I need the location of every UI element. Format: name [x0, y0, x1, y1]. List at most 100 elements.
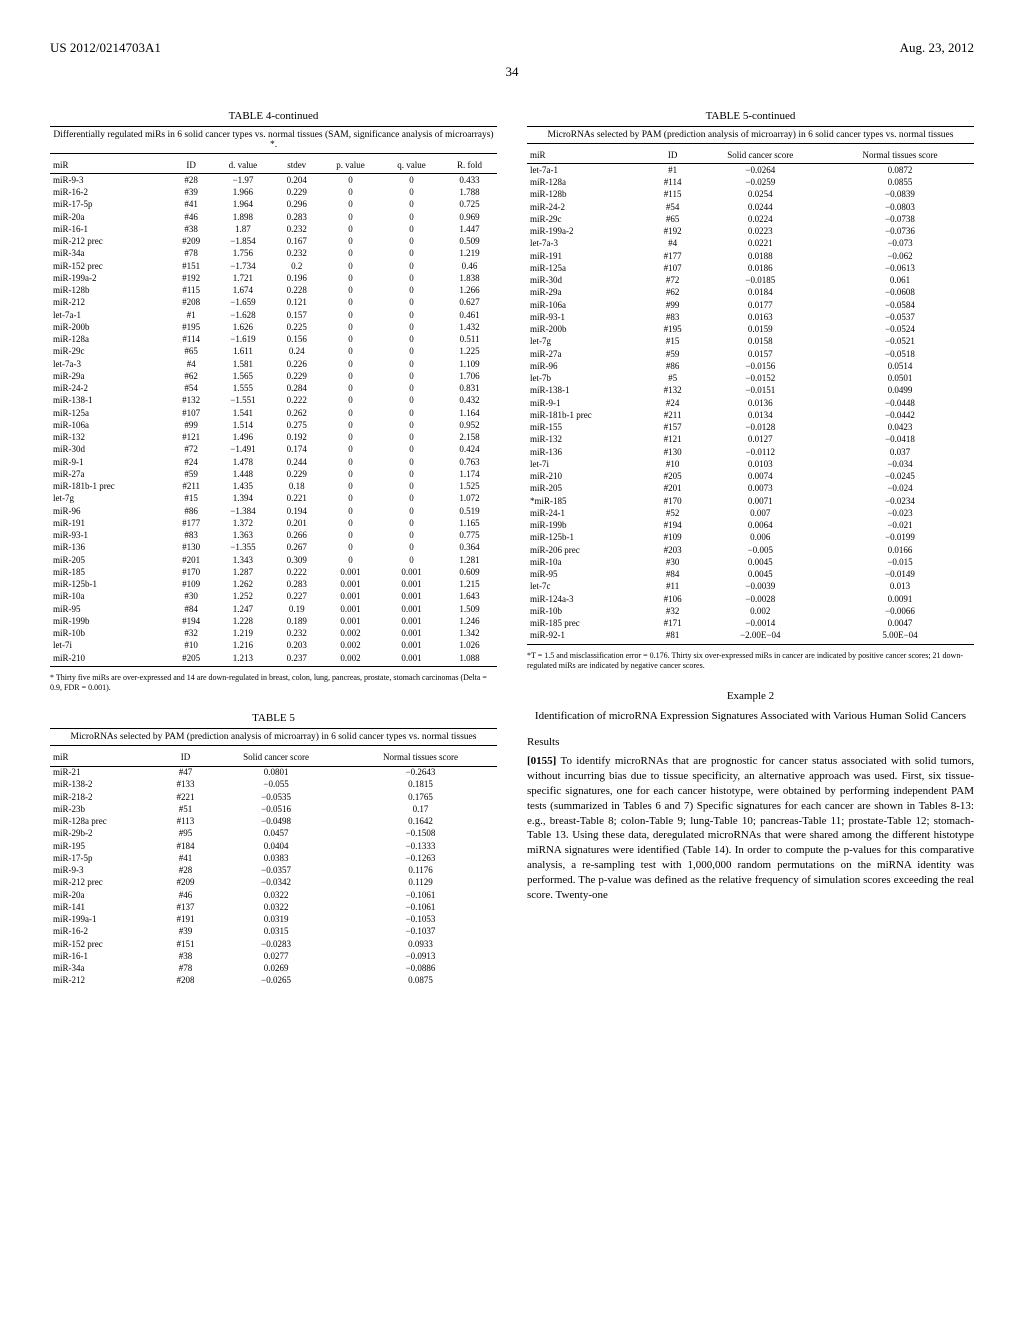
table-cell: 0.0872 [826, 164, 974, 177]
table-cell: 0.1765 [344, 791, 497, 803]
table-cell: −0.0418 [826, 434, 974, 446]
table-cell: miR-199a-2 [527, 226, 651, 238]
table-cell: 0.232 [273, 628, 319, 640]
table-cell: 0.244 [273, 456, 319, 468]
table-cell: 0.0158 [695, 336, 826, 348]
table-cell: −0.1333 [344, 840, 497, 852]
table-cell: miR-125a [527, 262, 651, 274]
column-header: ID [163, 750, 208, 766]
publication-date: Aug. 23, 2012 [900, 40, 974, 56]
table-cell: miR-138-1 [50, 395, 170, 407]
table-cell: miR-16-1 [50, 950, 163, 962]
table-cell: #194 [651, 520, 695, 532]
table-cell: 0.0855 [826, 177, 974, 189]
results-heading: Results [527, 736, 974, 748]
table-cell: −0.0149 [826, 569, 974, 581]
table-cell: −0.0039 [695, 581, 826, 593]
table-cell: 0 [381, 468, 442, 480]
table-cell: #203 [651, 544, 695, 556]
table-cell: miR-218-2 [50, 791, 163, 803]
table-cell: −0.0185 [695, 275, 826, 287]
table-cell: 0.001 [381, 566, 442, 578]
table-cell: let-7g [50, 493, 170, 505]
table-row: let-7a-1#1−0.02640.0872 [527, 164, 974, 177]
table-cell: −0.0913 [344, 950, 497, 962]
table-row: miR-185 prec#171−0.00140.0047 [527, 618, 974, 630]
table-cell: #195 [170, 321, 212, 333]
table-cell: miR-199a-1 [50, 914, 163, 926]
table-cell: 0.24 [273, 346, 319, 358]
table-row: miR-10b#321.2190.2320.0020.0011.342 [50, 628, 497, 640]
table-cell: 0 [381, 517, 442, 529]
table-cell: 1.581 [212, 358, 273, 370]
table-cell: 0 [320, 358, 381, 370]
table-row: miR-34a#780.0269−0.0886 [50, 963, 497, 975]
table-cell: miR-199a-2 [50, 272, 170, 284]
table-cell: −0.0584 [826, 299, 974, 311]
table-cell: 0 [320, 542, 381, 554]
table-cell: 0.0875 [344, 975, 497, 987]
table-cell: 0.831 [442, 383, 497, 395]
table-cell: 0 [381, 321, 442, 333]
table-cell: 0.0501 [826, 373, 974, 385]
table-cell: miR-10a [50, 591, 170, 603]
table-cell: 1.225 [442, 346, 497, 358]
table-cell: 0.296 [273, 199, 319, 211]
table-cell: #30 [651, 556, 695, 568]
table-cell: let-7a-1 [50, 309, 170, 321]
table-cell: #84 [170, 603, 212, 615]
table-cell: 0.001 [320, 579, 381, 591]
column-header: miR [50, 750, 163, 766]
column-header: ID [170, 158, 212, 174]
table-cell: −0.0152 [695, 373, 826, 385]
table-cell: #201 [651, 483, 695, 495]
table-row: miR-205#2011.3430.309001.281 [50, 554, 497, 566]
table-row: miR-138-2#133−0.0550.1815 [50, 779, 497, 791]
table-cell: 1.164 [442, 407, 497, 419]
table-cell: 1.432 [442, 321, 497, 333]
table-cell: −0.0357 [208, 865, 344, 877]
table-cell: #28 [163, 865, 208, 877]
table-cell: 0.424 [442, 444, 497, 456]
table-cell: 0.262 [273, 407, 319, 419]
table-cell: miR-27a [50, 468, 170, 480]
table-cell: −0.0886 [344, 963, 497, 975]
table-row: miR-181b-1 prec#2111.4350.18001.525 [50, 481, 497, 493]
table-cell: −0.1508 [344, 828, 497, 840]
table-cell: 0 [320, 260, 381, 272]
table-cell: #114 [170, 334, 212, 346]
table-cell: 0.121 [273, 297, 319, 309]
right-column: TABLE 5-continued MicroRNAs selected by … [527, 110, 974, 987]
table-cell: 0.511 [442, 334, 497, 346]
table-cell: 1.626 [212, 321, 273, 333]
table-row: miR-125b-1#1090.006−0.0199 [527, 532, 974, 544]
table-cell: 0.952 [442, 419, 497, 431]
table-cell: 2.158 [442, 432, 497, 444]
table-row: miR-181b-1 prec#2110.0134−0.0442 [527, 409, 974, 421]
table-cell: #201 [170, 554, 212, 566]
table-cell: 0.46 [442, 260, 497, 272]
table-cell: #78 [170, 248, 212, 260]
table-cell: 0 [381, 444, 442, 456]
table-cell: miR-16-1 [50, 223, 170, 235]
table-cell: miR-34a [50, 248, 170, 260]
table-cell: −0.0234 [826, 495, 974, 507]
table-row: let-7g#151.3940.221001.072 [50, 493, 497, 505]
table-cell: 1.072 [442, 493, 497, 505]
table-cell: −0.0014 [695, 618, 826, 630]
table-row: miR-212#208−0.02650.0875 [50, 975, 497, 987]
table-cell: 0.232 [273, 223, 319, 235]
para-number: [0155] [527, 755, 556, 767]
table-cell: −0.0537 [826, 311, 974, 323]
table-cell: 0.275 [273, 419, 319, 431]
table-cell: miR-212 [50, 297, 170, 309]
table-cell: let-7c [527, 581, 651, 593]
table-cell: 0.0045 [695, 569, 826, 581]
table-cell: #121 [170, 432, 212, 444]
table-cell: #5 [651, 373, 695, 385]
table-cell: 1.246 [442, 615, 497, 627]
table-cell: 0.167 [273, 236, 319, 248]
table-cell: miR-124a-3 [527, 593, 651, 605]
table-cell: 0.0136 [695, 397, 826, 409]
table-cell: 1.343 [212, 554, 273, 566]
